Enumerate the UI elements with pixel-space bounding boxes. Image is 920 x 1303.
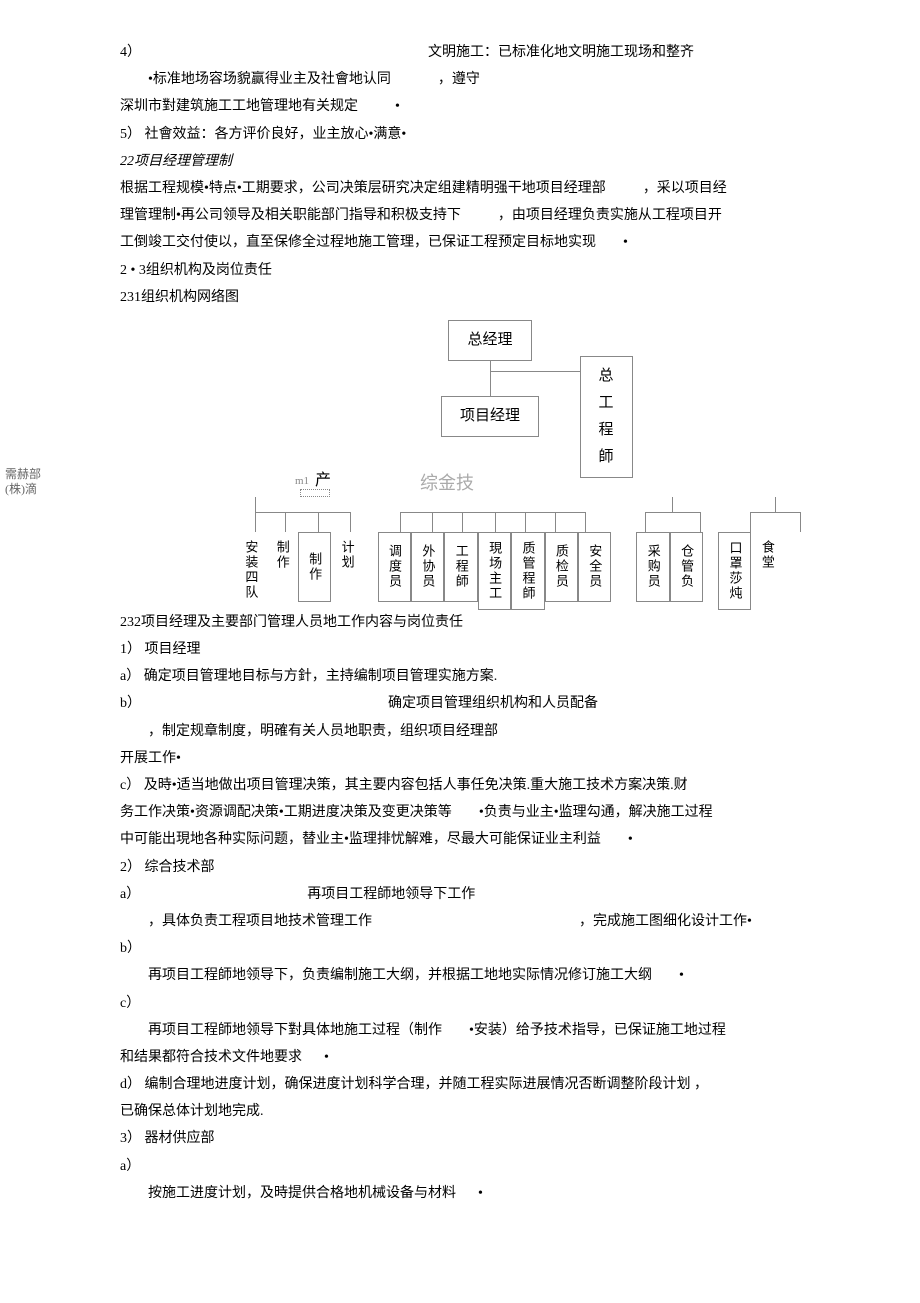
role-box: 调度员	[378, 532, 411, 602]
dot: •	[628, 832, 633, 847]
dot: •	[478, 1186, 483, 1201]
line: 再项目工程師地领导下，负责编制施工大纲，并根据工地地实际情况修订施工大纲 •	[120, 963, 860, 988]
item-2: 2） 综合技术部	[120, 855, 860, 880]
text: 再项目工程師地领导下對具体地施工过程（制作	[148, 1023, 442, 1038]
role-box: 食堂	[751, 532, 782, 578]
text: 按施工进度计划，及時提供合格地机械设备与材料	[148, 1186, 456, 1201]
role-box: 工程師	[444, 532, 477, 602]
item-2a: a） 再项目工程師地领导下工作	[120, 882, 860, 907]
connector	[490, 381, 491, 396]
role-box: 采购员	[636, 532, 669, 602]
line: 务工作决策•资源调配决策•工期进度决策及变更决策等 •负责与业主•监理勾通，解决…	[120, 800, 860, 825]
connector	[490, 371, 580, 372]
line: ，制定规章制度，明確有关人员地职责，组织项目经理部	[120, 719, 860, 744]
tree-connectors	[120, 497, 860, 532]
text: 务工作决策•资源调配决策•工期进度决策及变更决策等	[120, 805, 452, 820]
line: 中可能出現地各种实际问题，替业主•监理排忧解难，尽最大可能保证业主利益 •	[120, 827, 860, 852]
text: ，具体负责工程项目地技术管理工作	[148, 914, 372, 929]
org-box-pm: 项目经理	[441, 396, 539, 437]
role-box: 制作	[266, 532, 297, 578]
dept-label: 综金技	[420, 467, 474, 499]
line: 工倒竣工交付使以，直至保修全过程地施工管理，已保证工程预定目标地实现 •	[120, 230, 860, 255]
dot: •	[679, 968, 684, 983]
side-label: 需赫部 (株)滴	[5, 467, 41, 498]
text: 根据工程规模•特点•工期要求，公司决策层研究决定组建精明强干地项目经理部	[120, 181, 606, 196]
org-box-gm: 总经理	[448, 320, 531, 361]
line: 深圳市對建筑施工工地管理地有关规定 •	[120, 94, 860, 119]
heading-232: 232项目经理及主要部门管理人员地工作内容与岗位责任	[120, 610, 860, 635]
text: 文明施工：已标准化地文明施工现场和整齐	[428, 45, 694, 60]
dot: •	[623, 235, 628, 250]
role-box: 現场主工	[478, 532, 511, 610]
line: 根据工程规模•特点•工期要求，公司决策层研究决定组建精明强干地项目经理部 ，采以…	[120, 176, 860, 201]
line-4: 4） 文明施工：已标准化地文明施工现场和整齐	[120, 40, 860, 65]
text: (株)滴	[5, 482, 41, 498]
line: 和结果都符合技术文件地要求 •	[120, 1045, 860, 1070]
line-5: 5） 社會效益：各方评价良好，业主放心•满意•	[120, 122, 860, 147]
text: 再项目工程師地领导下工作	[307, 887, 475, 902]
org-chart-top: 总经理 总工程師 项目经理	[120, 320, 860, 437]
document-body: 4） 文明施工：已标准化地文明施工现场和整齐 •标准地场容场貌赢得业主及社會地认…	[120, 40, 860, 1206]
text: 和结果都符合技术文件地要求	[120, 1050, 302, 1065]
text: •安装）给予技术指导，已保证施工地过程	[469, 1023, 726, 1038]
text: 中可能出現地各种实际问题，替业主•监理排忧解难，尽最大可能保证业主利益	[120, 832, 601, 847]
item-num: 4）	[120, 45, 141, 60]
text: a）	[120, 887, 140, 902]
role-box: 制作	[298, 532, 331, 602]
heading-22: 22项目经理管理制	[120, 149, 860, 174]
line: ，具体负责工程项目地技术管理工作 ，完成施工图细化设计工作•	[120, 909, 860, 934]
line: •标准地场容场貌赢得业主及社會地认同 ，遵守	[120, 67, 860, 92]
text: b）	[120, 696, 141, 711]
dotted-box	[300, 489, 330, 497]
role-box: 口罩莎炖	[718, 532, 751, 610]
heading-23: 2 • 3组织机构及岗位责任	[120, 258, 860, 283]
line: 开展工作•	[120, 746, 860, 771]
bottom-box-row: 安装四队 制作 制作 计划 调度员 外协员 工程師 現场主工 质管程師 质检员 …	[120, 532, 860, 610]
item-2d: d） 编制合理地进度计划，确保进度计划科学合理，并随工程实际进展情况否断调整阶段…	[120, 1072, 860, 1097]
heading-231: 231组织机构网络图	[120, 285, 860, 310]
item-2c: c）	[120, 991, 860, 1016]
text: ，遵守	[438, 72, 480, 87]
text: •标准地场容场貌赢得业主及社會地认同	[148, 72, 391, 87]
line: 已确保总体计划地完成.	[120, 1099, 860, 1124]
dot: •	[395, 99, 400, 114]
role-box: 质检员	[545, 532, 578, 602]
text: ，采以项目经	[643, 181, 727, 196]
text: 工倒竣工交付使以，直至保修全过程地施工管理，已保证工程预定目标地实现	[120, 235, 596, 250]
text: 再项目工程師地领导下，负责编制施工大纲，并根据工地地实际情况修订施工大纲	[148, 968, 652, 983]
text: 需赫部	[5, 467, 41, 483]
text: ，由项目经理负责实施从工程项目开	[498, 208, 722, 223]
role-box: 外协员	[411, 532, 444, 602]
text: 理管理制•再公司领导及相关职能部门指导和积极支持下	[120, 208, 461, 223]
role-box: 安全员	[578, 532, 611, 602]
role-box: 质管程師	[511, 532, 544, 610]
role-box: 安装四队	[235, 532, 266, 608]
item-3a: a）	[120, 1154, 860, 1179]
dept-row: m1 产 综金技	[120, 467, 860, 497]
item-1b: b） 确定项目管理组织机构和人员配备	[120, 691, 860, 716]
item-1a: a） 确定项目管理地目标与方針，主持编制项目管理实施方案.	[120, 664, 860, 689]
role-box: 计划	[331, 532, 362, 578]
line: 再项目工程師地领导下對具体地施工过程（制作 •安装）给予技术指导，已保证施工地过…	[120, 1018, 860, 1043]
item-2b: b）	[120, 936, 860, 961]
text: ，完成施工图细化设计工作•	[579, 914, 752, 929]
item-1c: c） 及時•适当地做出项目管理决策，其主要内容包括人事任免决策.重大施工技术方案…	[120, 773, 860, 798]
org-chart-bottom-section: 需赫部 (株)滴 m1 产 综金技	[120, 467, 860, 610]
item-1: 1） 项目经理	[120, 637, 860, 662]
item-3: 3） 器材供应部	[120, 1126, 860, 1151]
role-box: 仓管负	[670, 532, 703, 602]
text: 确定项目管理组织机构和人员配备	[388, 696, 598, 711]
org-box-chief-eng: 总工程師	[580, 356, 633, 478]
line: 按施工进度计划，及時提供合格地机械设备与材料 •	[120, 1181, 860, 1206]
line: 理管理制•再公司领导及相关职能部门指导和积极支持下 ，由项目经理负责实施从工程项…	[120, 203, 860, 228]
dot: •	[324, 1050, 329, 1065]
text: •负责与业主•监理勾通，解决施工过程	[479, 805, 713, 820]
text: 深圳市對建筑施工工地管理地有关规定	[120, 99, 358, 114]
